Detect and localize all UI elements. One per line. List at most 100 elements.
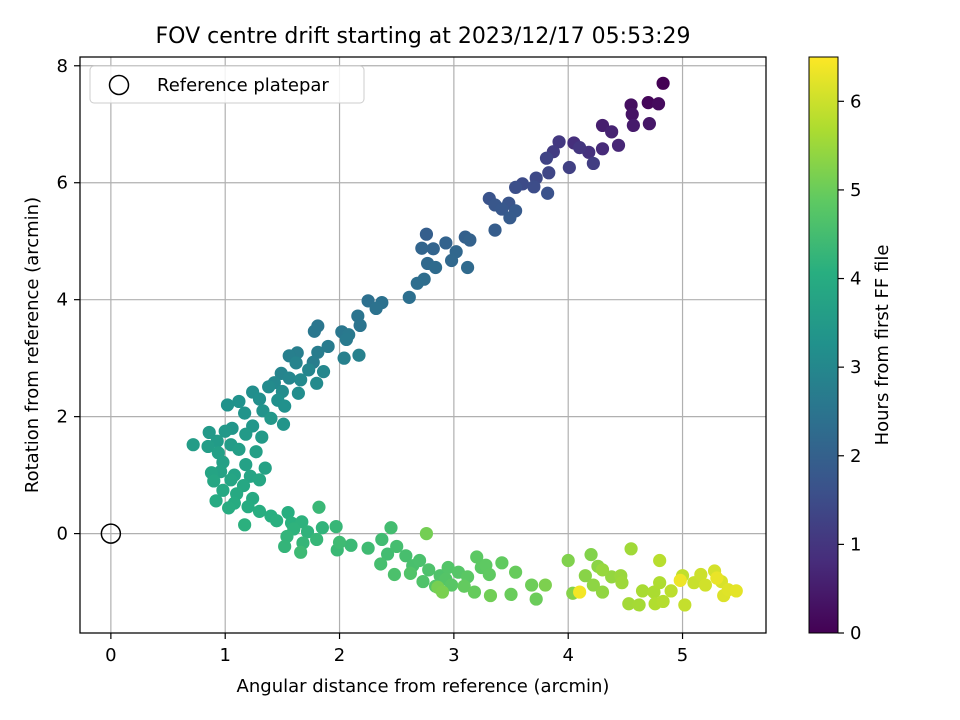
scatter-point bbox=[460, 260, 475, 275]
scatter-point bbox=[222, 501, 236, 515]
scatter-point bbox=[653, 576, 667, 590]
scatter-point bbox=[278, 399, 292, 413]
scatter-point bbox=[402, 290, 416, 304]
scatter-point bbox=[419, 526, 434, 541]
colorbar-tick-label: 4 bbox=[850, 269, 861, 290]
scatter-point bbox=[495, 556, 509, 570]
y-tick-label: 6 bbox=[57, 173, 68, 194]
scatter-point bbox=[664, 584, 678, 598]
y-tick-label: 4 bbox=[57, 290, 68, 311]
scatter-point bbox=[435, 585, 450, 599]
scatter-point bbox=[562, 160, 576, 175]
scatter-point bbox=[678, 598, 692, 612]
x-tick-label: 5 bbox=[677, 645, 688, 666]
scatter-point bbox=[444, 253, 459, 268]
scatter-point bbox=[239, 457, 253, 472]
scatter-point bbox=[426, 242, 440, 256]
scatter-point bbox=[344, 538, 358, 552]
scatter-point bbox=[642, 117, 656, 131]
plot-area: 0 1 2 3 4 5 0 2 4 6 8 bbox=[57, 56, 767, 666]
x-tick-label: 4 bbox=[562, 645, 573, 666]
scatter-point bbox=[626, 118, 640, 133]
colorbar-tick-label: 1 bbox=[850, 534, 861, 555]
scatter-point bbox=[281, 505, 295, 520]
scatter-point bbox=[586, 578, 600, 592]
scatter-point bbox=[289, 356, 303, 370]
scatter-point bbox=[241, 500, 255, 514]
y-tick-label: 0 bbox=[57, 524, 68, 545]
scatter-point bbox=[399, 549, 413, 563]
scatter-point bbox=[656, 594, 670, 609]
scatter-point bbox=[316, 365, 331, 379]
scatter-point bbox=[595, 118, 610, 133]
scatter-point bbox=[238, 406, 252, 420]
scatter-point bbox=[698, 578, 713, 592]
scatter-point bbox=[238, 518, 252, 532]
reference-platepar-point bbox=[100, 523, 122, 544]
scatter-point bbox=[332, 535, 347, 549]
scatter-point bbox=[310, 376, 324, 390]
scatter-point bbox=[311, 345, 325, 359]
scatter-point bbox=[202, 425, 216, 440]
legend-marker-open-circle bbox=[108, 74, 130, 96]
colorbar-tick-label: 3 bbox=[850, 357, 861, 378]
scatter-point bbox=[653, 553, 667, 568]
scatter-point bbox=[573, 585, 587, 599]
scatter-point bbox=[439, 236, 453, 250]
scatter-point bbox=[632, 598, 646, 612]
scatter-point bbox=[258, 461, 272, 475]
scatter-point bbox=[220, 398, 235, 412]
scatter-point bbox=[538, 578, 552, 592]
scatter-point bbox=[264, 411, 278, 425]
scatter-point bbox=[595, 142, 610, 156]
scatter-point bbox=[635, 584, 650, 598]
scatter-point bbox=[441, 560, 455, 575]
scatter-point bbox=[232, 442, 246, 456]
colorbar-ticks: 0 1 2 3 4 5 6 bbox=[838, 91, 861, 644]
scatter-point bbox=[611, 138, 626, 152]
scatter-point bbox=[641, 96, 655, 110]
scatter-point bbox=[321, 339, 335, 354]
x-axis-ticks: 0 1 2 3 4 5 bbox=[105, 633, 688, 666]
y-axis-ticks: 0 2 4 6 8 bbox=[57, 56, 80, 545]
scatter-point bbox=[595, 585, 610, 599]
scatter-point bbox=[209, 494, 223, 508]
scatter-point bbox=[337, 351, 351, 365]
scatter-point bbox=[384, 521, 398, 535]
scatter-point bbox=[622, 597, 636, 611]
scatter-point bbox=[412, 553, 427, 568]
colorbar-gradient bbox=[808, 56, 839, 634]
scatter-point bbox=[282, 371, 296, 385]
scatter-point bbox=[186, 438, 200, 452]
scatter-point bbox=[300, 525, 315, 539]
scatter-point bbox=[605, 125, 619, 139]
y-tick-label: 8 bbox=[57, 56, 68, 77]
scatter-point bbox=[252, 504, 267, 518]
scatter-point bbox=[673, 573, 687, 587]
scatter-point bbox=[291, 386, 305, 400]
scatter-point bbox=[207, 474, 221, 488]
scatter-point bbox=[307, 324, 321, 338]
scatter-point bbox=[541, 186, 555, 200]
colorbar-tick-label: 5 bbox=[850, 180, 861, 201]
legend-entry-reference-platepar: Reference platepar bbox=[157, 75, 329, 96]
colorbar-label: Hours from first FF file bbox=[872, 245, 893, 446]
scatter-point bbox=[444, 578, 459, 592]
scatter-point bbox=[369, 301, 383, 316]
scatter-point bbox=[361, 541, 375, 555]
scatter-point bbox=[573, 141, 587, 155]
scatter-point bbox=[249, 445, 263, 459]
scatter-point bbox=[276, 417, 291, 431]
x-tick-label: 2 bbox=[334, 645, 345, 666]
scatter-point bbox=[552, 135, 566, 149]
scatter-point bbox=[527, 180, 541, 194]
scatter-point bbox=[651, 97, 666, 111]
scatter-point bbox=[539, 151, 554, 165]
x-tick-label: 0 bbox=[105, 645, 116, 666]
scatter-point bbox=[255, 430, 269, 444]
scatter-point bbox=[615, 576, 629, 590]
scatter-point bbox=[262, 380, 276, 394]
scatter-point bbox=[278, 539, 292, 554]
scatter-point bbox=[503, 211, 517, 225]
y-axis-label: Rotation from reference (arcmin) bbox=[22, 197, 43, 493]
